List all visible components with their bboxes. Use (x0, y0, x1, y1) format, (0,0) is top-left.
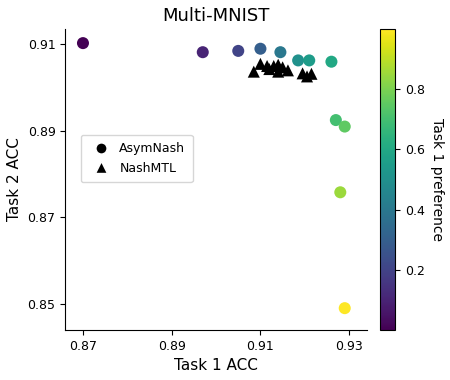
Point (274, 69, 282, 75)
Point (328, 59, 335, 65)
Point (303, 73, 310, 79)
Title: Multi-MNIST: Multi-MNIST (162, 7, 270, 25)
Point (295, 57, 302, 63)
Point (299, 70, 306, 76)
Point (341, 124, 348, 130)
Y-axis label: Task 1 preference: Task 1 preference (430, 118, 444, 241)
Point (337, 189, 344, 195)
Point (266, 66, 273, 72)
Point (306, 57, 313, 63)
Point (277, 49, 284, 55)
Point (234, 48, 242, 54)
Point (257, 46, 264, 52)
Point (279, 64, 286, 70)
Point (264, 63, 271, 69)
X-axis label: Task 1 ACC: Task 1 ACC (174, 358, 258, 373)
Legend: AsymNash, NashMTL: AsymNash, NashMTL (81, 135, 193, 182)
Point (332, 117, 339, 123)
Y-axis label: Task 2 ACC: Task 2 ACC (7, 138, 22, 222)
Point (250, 69, 257, 75)
Point (308, 71, 315, 77)
Point (199, 49, 207, 55)
Point (79, 40, 86, 46)
Point (274, 62, 282, 68)
Point (270, 63, 277, 69)
Point (284, 67, 292, 73)
Point (341, 305, 348, 311)
Point (257, 61, 264, 67)
